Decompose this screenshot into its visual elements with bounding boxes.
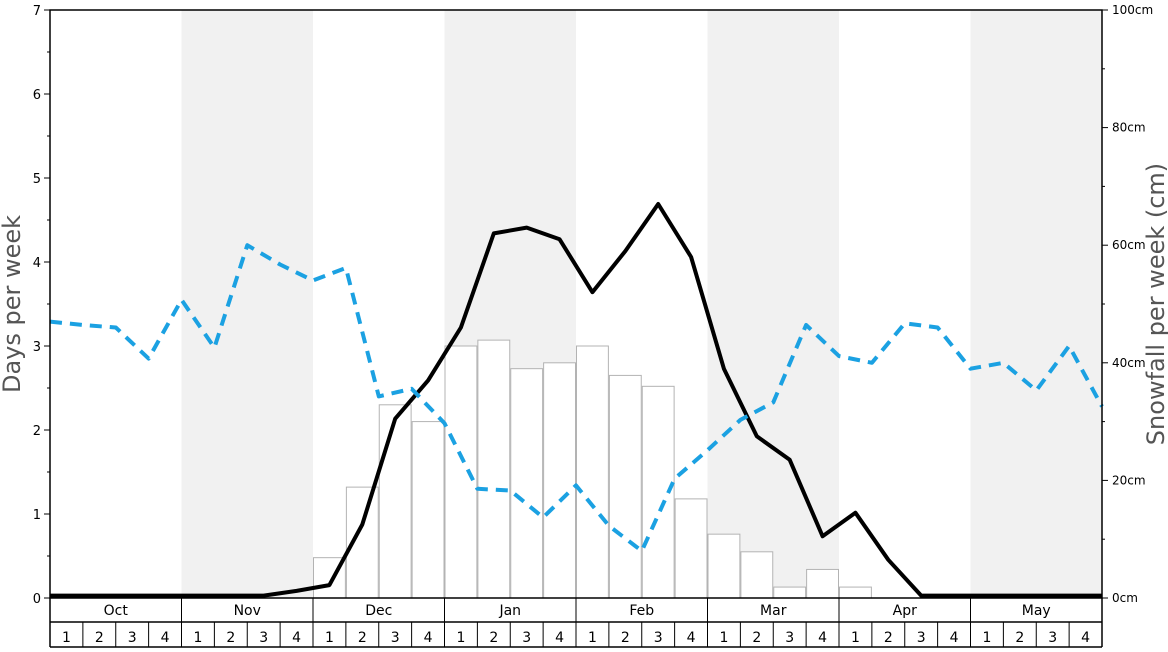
month-label-apr: Apr: [893, 603, 917, 619]
right-tick-label: 80cm: [1112, 121, 1146, 135]
month-label-dec: Dec: [365, 603, 392, 619]
week-label: 1: [193, 630, 202, 646]
bar: [707, 533, 741, 599]
right-tick-label: 100cm: [1112, 3, 1153, 17]
right-axis-title: Snowfall per week (cm): [1142, 163, 1168, 445]
month-label-oct: Oct: [104, 603, 129, 619]
lines: [49, 202, 1104, 598]
week-label: 2: [95, 630, 104, 646]
week-label: 3: [1048, 630, 1057, 646]
week-label: 4: [161, 630, 170, 646]
week-label: 1: [456, 630, 465, 646]
left-tick-label: 4: [33, 256, 41, 271]
week-label: 2: [884, 630, 893, 646]
week-label: 4: [424, 630, 433, 646]
bar: [773, 586, 807, 599]
right-tick-label: 60cm: [1112, 238, 1146, 252]
week-label: 4: [687, 630, 696, 646]
week-label: 1: [982, 630, 991, 646]
week-label: 4: [555, 630, 564, 646]
right-tick-label: 0cm: [1112, 591, 1138, 605]
bar: [839, 586, 872, 599]
month-label-nov: Nov: [234, 603, 261, 619]
month-label-feb: Feb: [629, 603, 654, 619]
week-label: 2: [226, 630, 235, 646]
week-label: 4: [292, 630, 301, 646]
week-label: 2: [489, 630, 498, 646]
week-label: 3: [128, 630, 137, 646]
month-axis: Oct 1 2 3 4 Nov 1 2 3 4 Dec 1 2 3 4 Jan 1 2 3 4 Feb 1 2 3 4 Mar 1 2…: [49, 598, 1103, 648]
week-label: 1: [851, 630, 860, 646]
bar: [740, 551, 774, 599]
left-tick-label: 2: [33, 424, 41, 439]
week-label: 2: [1015, 630, 1024, 646]
bar: [477, 339, 511, 599]
left-tick-label: 1: [33, 508, 41, 523]
week-label: 4: [818, 630, 827, 646]
left-axis: 0 1 2 3 4 5 6 7: [33, 4, 50, 607]
left-tick-label: 6: [33, 88, 41, 103]
week-label: 4: [950, 630, 959, 646]
right-tick-label: 20cm: [1112, 473, 1146, 487]
bar: [806, 568, 839, 599]
week-label: 3: [259, 630, 268, 646]
month-label-mar: Mar: [760, 603, 787, 619]
bar: [411, 421, 445, 599]
left-tick-label: 3: [33, 340, 41, 355]
month-band-apr: [839, 10, 971, 598]
bar: [608, 374, 642, 599]
snowfall-line: [50, 202, 1102, 598]
bar: [444, 345, 478, 599]
week-label: 3: [522, 630, 531, 646]
right-tick-label: 40cm: [1112, 356, 1146, 370]
month-band-nov: [181, 10, 313, 598]
bar: [674, 498, 708, 599]
month-band-may: [970, 10, 1102, 598]
bar: [378, 404, 412, 599]
week-label: 1: [325, 630, 334, 646]
left-axis-title: Days per week: [0, 215, 26, 393]
month-label-may: May: [1022, 603, 1051, 619]
week-label: 1: [719, 630, 728, 646]
left-tick-label: 7: [33, 4, 41, 19]
week-label: 2: [752, 630, 761, 646]
left-tick-label: 0: [33, 592, 41, 607]
month-label-jan: Jan: [498, 603, 521, 619]
left-tick-label: 5: [33, 172, 41, 187]
week-label: 1: [588, 630, 597, 646]
month-band-mar: [707, 10, 839, 598]
bar: [543, 362, 576, 599]
bar: [576, 345, 609, 599]
days-dashed-line: [49, 243, 1104, 553]
week-label: 3: [917, 630, 926, 646]
week-label: 3: [785, 630, 794, 646]
week-label: 3: [654, 630, 663, 646]
week-label: 1: [62, 630, 71, 646]
bar: [510, 368, 544, 599]
month-band-oct: [50, 10, 182, 598]
week-label: 3: [391, 630, 400, 646]
week-label: 2: [358, 630, 367, 646]
week-label: 2: [621, 630, 630, 646]
right-axis: 0cm 20cm 40cm 60cm 80cm 100cm: [1102, 3, 1153, 605]
week-label: 4: [1081, 630, 1090, 646]
